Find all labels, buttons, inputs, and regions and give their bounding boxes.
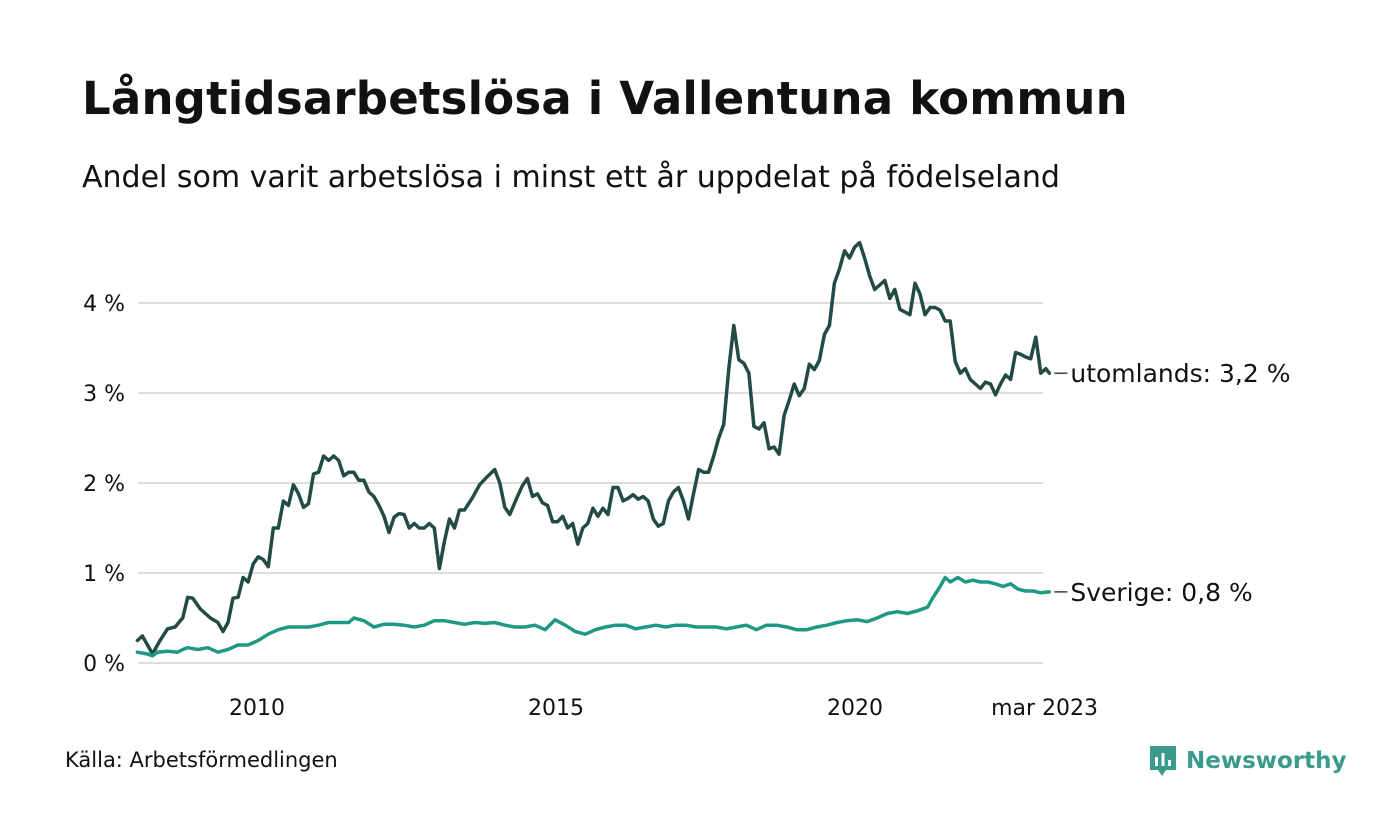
y-tick-label-3: 3 % — [83, 382, 125, 407]
x-tick-label-1: 2015 — [528, 696, 584, 721]
series-line-utomlands — [135, 240, 1052, 656]
brand-logo: Newsworthy — [1148, 744, 1347, 778]
end-label-sverige: Sverige: 0,8 % — [1070, 578, 1252, 607]
y-tick-label-4: 4 % — [83, 292, 125, 317]
y-tick-label-0: 0 % — [83, 652, 125, 677]
series-end-labels: utomlands: 3,2 % Sverige: 0,8 % — [1054, 359, 1290, 607]
newsworthy-logo-icon — [1150, 746, 1176, 776]
brand-name: Newsworthy — [1186, 748, 1347, 774]
series-line-sverige — [135, 575, 1052, 658]
y-axis: 0 % 1 % 2 % 3 % 4 % — [83, 292, 125, 677]
series — [135, 240, 1052, 658]
x-tick-label-0: 2010 — [229, 696, 285, 721]
chart-subtitle: Andel som varit arbetslösa i minst ett å… — [82, 160, 1060, 195]
source-note: Källa: Arbetsförmedlingen — [65, 748, 338, 772]
x-axis: 2010 2015 2020 mar 2023 — [229, 696, 1098, 721]
y-tick-label-2: 2 % — [83, 472, 125, 497]
y-tick-label-1: 1 % — [83, 562, 125, 587]
end-label-utomlands: utomlands: 3,2 % — [1070, 359, 1290, 388]
x-tick-label-3: mar 2023 — [991, 696, 1098, 721]
x-tick-label-2: 2020 — [827, 696, 883, 721]
chart-title: Långtidsarbetslösa i Vallentuna kommun — [82, 72, 1128, 125]
grid — [138, 302, 1043, 664]
